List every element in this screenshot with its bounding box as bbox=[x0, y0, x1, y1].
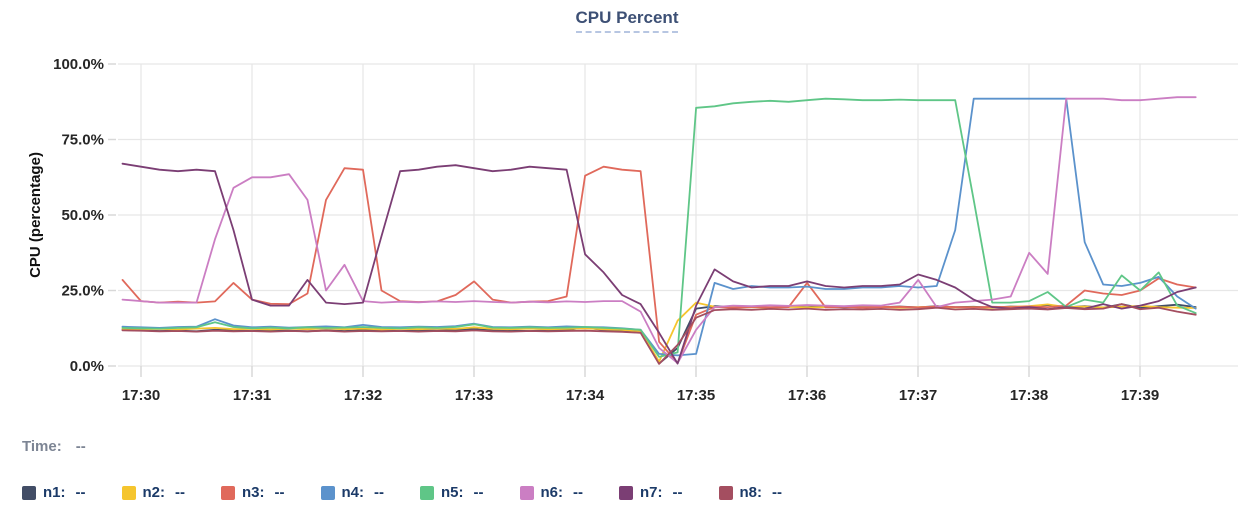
x-tick-label: 17:36 bbox=[788, 387, 826, 404]
legend-series-value: -- bbox=[573, 484, 583, 501]
legend-item-n3[interactable]: n3: -- bbox=[221, 484, 285, 501]
time-row: Time: -- bbox=[22, 438, 86, 455]
legend-series-value: -- bbox=[672, 484, 683, 501]
x-tick-label: 17:31 bbox=[233, 387, 271, 404]
x-tick-label: 17:32 bbox=[344, 387, 382, 404]
legend-series-label: n6: bbox=[540, 484, 564, 501]
y-axis-title: CPU (percentage) bbox=[27, 152, 44, 278]
x-tick-label: 17:34 bbox=[566, 387, 605, 404]
time-label: Time: bbox=[22, 438, 62, 455]
legend-series-label: n8: bbox=[739, 484, 763, 501]
legend-item-n8[interactable]: n8: -- bbox=[718, 484, 782, 501]
time-value: -- bbox=[75, 438, 86, 455]
legend-series-label: n7: bbox=[640, 484, 663, 501]
y-tick-label: 25.0% bbox=[61, 283, 104, 300]
legend-series-label: n5: bbox=[441, 484, 464, 501]
cpu-percent-chart[interactable]: 0.0% 25.0% 50.0% 75.0% 100.0% 17:30 17:31 17:32… bbox=[0, 0, 1254, 420]
x-tick-label: 17:35 bbox=[677, 387, 715, 404]
x-tick-label: 17:38 bbox=[1010, 387, 1048, 404]
legend-item-n7[interactable]: n7: -- bbox=[619, 484, 683, 501]
series-line-n7[interactable] bbox=[121, 162, 1197, 365]
series-line-n8[interactable] bbox=[121, 303, 1197, 365]
series-line-n4[interactable] bbox=[121, 97, 1197, 357]
legend-series-label: n4: bbox=[341, 484, 365, 501]
legend-color-chip-n1 bbox=[22, 485, 36, 500]
legend-item-n4[interactable]: n4: -- bbox=[320, 484, 384, 501]
legend: n1: -- n2: -- n3: -- n4: -- n5: -- n6: -- n7: -- n8: -- bbox=[22, 484, 782, 501]
legend-series-value: -- bbox=[473, 484, 484, 501]
legend-color-chip-n2 bbox=[121, 485, 136, 500]
y-tick-label: 75.0% bbox=[61, 132, 104, 149]
legend-color-chip-n5 bbox=[420, 485, 434, 500]
legend-series-value: -- bbox=[75, 484, 86, 501]
legend-color-chip-n6 bbox=[519, 485, 534, 500]
legend-series-value: -- bbox=[274, 484, 285, 501]
legend-series-value: -- bbox=[772, 484, 782, 501]
series-line-n3[interactable] bbox=[121, 165, 1197, 364]
legend-item-n5[interactable]: n5: -- bbox=[420, 484, 484, 501]
x-tick-label: 17:30 bbox=[122, 387, 160, 404]
legend-color-chip-n4 bbox=[320, 485, 335, 500]
legend-item-n1[interactable]: n1: -- bbox=[22, 484, 86, 501]
legend-series-label: n3: bbox=[242, 484, 265, 501]
legend-series-label: n1: bbox=[43, 484, 66, 501]
legend-item-n6[interactable]: n6: -- bbox=[519, 484, 583, 501]
x-tick-label: 17:37 bbox=[899, 387, 937, 404]
chart-header: CPU Percent bbox=[0, 8, 1254, 33]
legend-series-value: -- bbox=[374, 484, 384, 501]
series-line-n5[interactable] bbox=[121, 97, 1197, 358]
legend-series-value: -- bbox=[175, 484, 185, 501]
legend-color-chip-n7 bbox=[619, 485, 633, 500]
y-tick-label: 0.0% bbox=[70, 358, 104, 375]
page-title[interactable]: CPU Percent bbox=[575, 8, 679, 33]
legend-item-n2[interactable]: n2: -- bbox=[121, 484, 185, 501]
series-line-n6[interactable] bbox=[121, 96, 1197, 364]
y-tick-label: 100.0% bbox=[53, 56, 104, 73]
legend-color-chip-n8 bbox=[718, 485, 733, 500]
x-tick-label: 17:33 bbox=[455, 387, 493, 404]
y-tick-label: 50.0% bbox=[61, 207, 104, 224]
legend-series-label: n2: bbox=[142, 484, 166, 501]
x-tick-label: 17:39 bbox=[1121, 387, 1159, 404]
legend-color-chip-n3 bbox=[221, 485, 235, 500]
